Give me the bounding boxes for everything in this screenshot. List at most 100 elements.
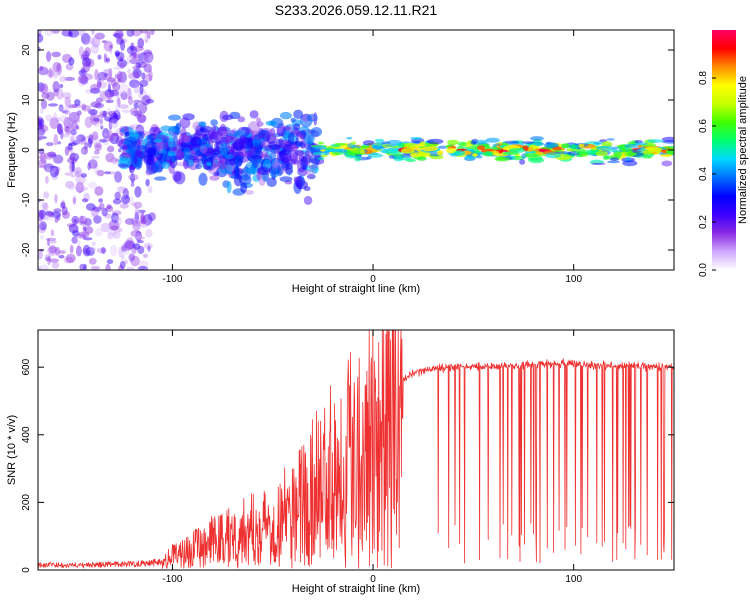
spectrogram-cell [96,78,102,89]
spectrogram-cell [666,149,674,155]
spectrogram-cell [199,125,213,133]
spectrogram-cell [310,127,323,137]
spectrogram-cell [79,263,86,270]
spectrogram-cell [79,215,84,223]
spectrogram-cell [138,102,148,114]
spectrogram-cell [95,97,103,103]
spectrogram-cell [299,129,307,140]
spectrogram-cell [51,261,60,269]
spectrogram-cell [112,215,122,227]
spectrogram-cell [306,113,318,122]
spectrogram-cell [146,30,151,40]
spectrogram-cell [350,141,357,145]
spectrogram-cell [289,149,299,164]
spectrogram-cell [70,129,77,136]
spectrogram-cell [53,208,62,213]
spectrogram-cell [98,113,108,118]
spectrogram-cell [38,82,45,92]
spectrogram-cell [93,117,100,122]
spectrogram-cell [75,125,80,130]
spectrogram-cell [38,155,46,160]
colorbar-ticks: 0.0 0.2 0.4 0.6 0.8 [698,71,716,277]
spectrogram-cell [65,253,76,263]
spectrogram-cell [46,51,52,62]
spectrogram-cell [69,151,76,162]
spectrogram-cell [115,103,120,115]
spectrogram-cell [169,155,178,169]
spectrogram-cell [100,222,111,233]
spectrogram-cell [59,76,67,83]
spectrogram-cell [109,45,113,49]
spectrogram-cell [121,242,133,252]
spectrogram-cell [295,150,307,156]
spectrogram-cell [131,222,141,227]
spectrogram-cell [132,52,137,59]
spectrogram-cell [476,139,488,144]
spectrogram-cell [118,83,130,94]
spectrogram-cell [72,218,82,223]
spectrogram-cell [143,63,152,73]
spectrogram-cell [63,126,70,133]
spectrogram-cell [645,147,662,151]
spectrogram-cell [75,174,86,185]
spectrogram-cell [179,117,191,129]
spectrogram-cell [90,101,101,108]
spectrogram-cell [81,146,88,155]
spectrogram-cell [589,159,605,165]
spectrogram-cell [403,143,418,148]
spectrogram-cell [102,68,112,81]
spectrogram-cell [81,105,91,112]
spectrogram-cell [106,259,114,265]
spectrogram-cell [269,168,280,178]
spectrogram-cell [113,32,124,38]
spectrogram-cell [38,127,46,136]
spectrogram-cell [90,109,96,121]
spectrogram-cell [130,230,142,237]
spectrogram-cell [45,237,57,242]
spectrogram-cell [72,197,77,204]
spectrogram-cell [485,137,500,143]
spectrogram-cell [279,111,292,120]
spectrogram-cell [528,157,545,164]
spectrogram-cell [61,133,71,138]
y-tick-label: 10 [21,94,32,106]
spectrogram-cell [374,138,385,143]
spectrogram-cell [69,30,73,34]
spectrogram-cell [114,50,121,57]
spectrogram-cell [53,154,64,164]
spectrogram-cell [256,121,264,127]
spectrogram-cell [88,246,97,252]
spectrogram-cell [108,67,113,79]
spectrogram-cell [114,74,120,79]
spectrogram-cell [40,201,48,210]
spectrogram-cell [90,43,99,54]
spectrogram-cell [98,202,105,210]
spectrogram-cell [103,53,107,63]
spectrogram-cell [108,226,118,237]
spectrogram-cell [122,188,129,200]
spectrogram-cell [419,141,426,147]
spectrogram-cell [121,245,127,253]
spectrogram-cell [260,129,266,138]
spectrogram-cell [101,247,106,254]
spectrogram-cell [88,257,97,265]
spectrogram-cell [225,159,231,166]
spectrogram-cell [334,142,347,146]
spectrogram-cell [392,153,404,157]
spectrogram-cell [38,118,43,131]
spectrogram-cell [137,265,148,270]
spectrogram-cell [131,202,137,207]
spectrogram-cell [54,216,59,223]
spectrogram-cell [132,232,142,239]
spectrogram-cell [42,202,49,210]
spectrogram-cell [121,194,130,204]
spectrogram-cell [120,152,132,159]
spectrogram-cell [46,167,58,173]
spectrogram-cell [112,230,121,240]
spectrogram-cell [94,69,99,81]
spectrogram-cell [317,141,325,145]
spectrogram-cell [494,156,511,162]
spectrogram-cell [294,149,305,156]
spectrogram-cell [320,154,328,157]
spectrogram-cell [130,107,139,114]
